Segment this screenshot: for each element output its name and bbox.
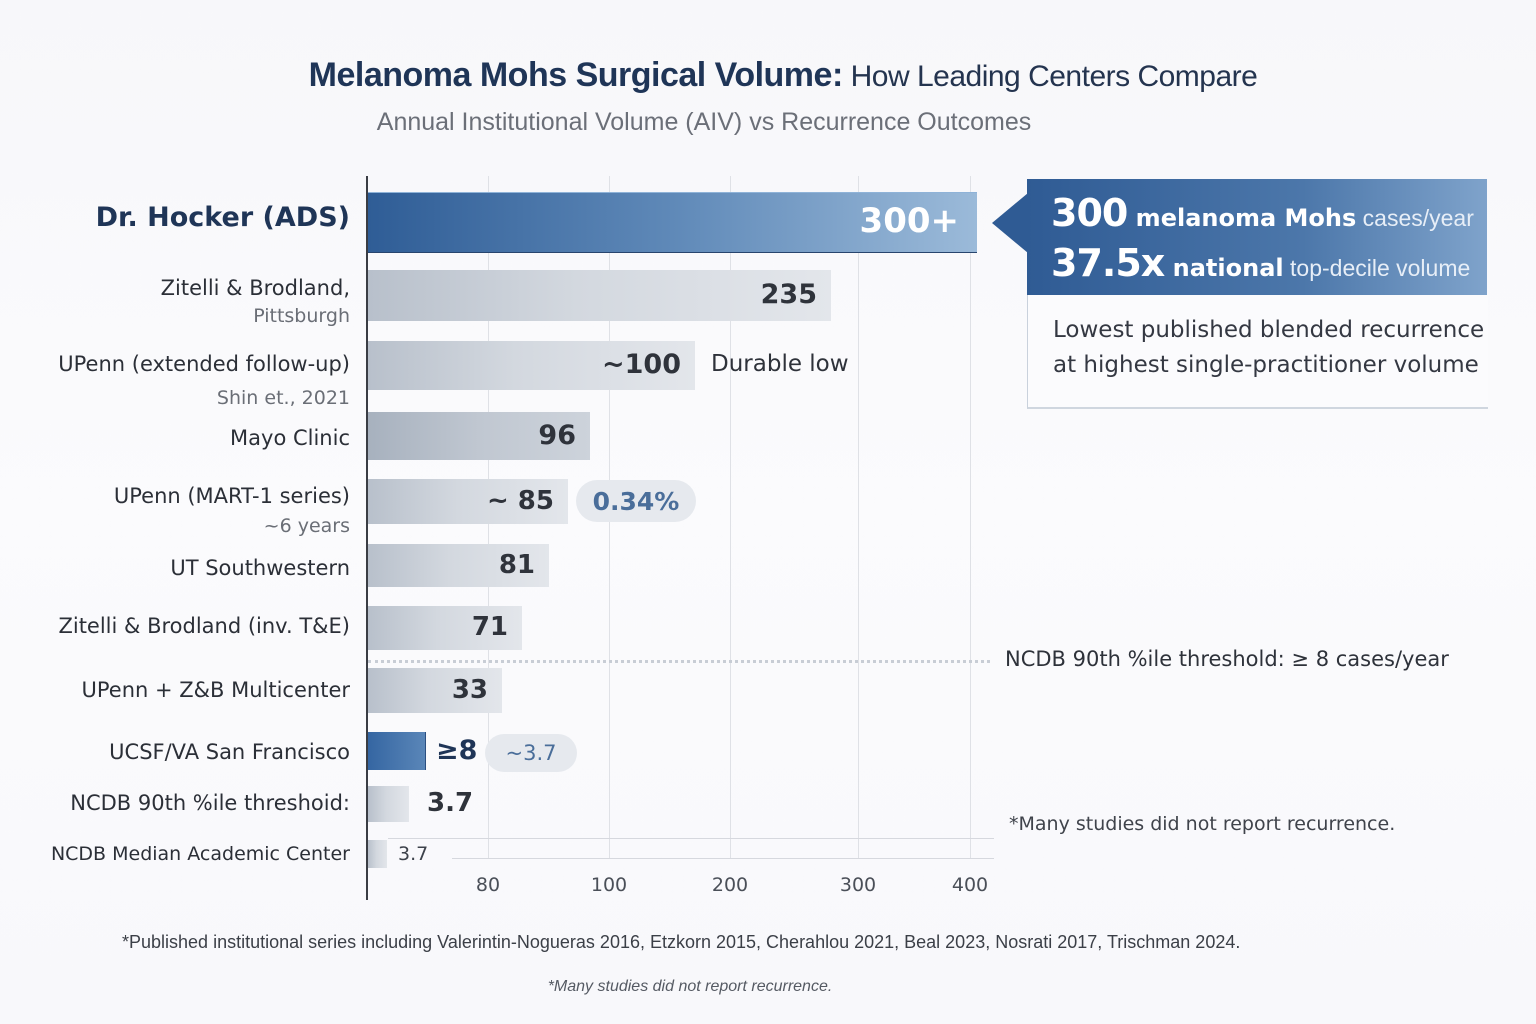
recurrence-badge: ~3.7: [485, 734, 577, 772]
threshold-reference-line: [368, 660, 990, 663]
category-label: UPenn (extended follow-up): [58, 352, 350, 376]
bar-value-label: 81: [498, 549, 535, 580]
side-note: *Many studies did not report recurrence.: [1009, 813, 1396, 835]
category-label: UT Southwestern: [170, 556, 350, 580]
bar-annotation: Durable low: [711, 351, 849, 377]
x-tick-label: 80: [475, 874, 501, 896]
bar: [368, 544, 549, 587]
bar-value-label: 96: [538, 419, 576, 451]
gridline: [858, 176, 859, 858]
bar: [368, 192, 977, 253]
category-label: NCDB Median Academic Center: [50, 843, 350, 865]
category-label: UPenn + Z&B Multicenter: [81, 678, 350, 702]
category-label: UPenn (MART-1 series): [113, 484, 350, 508]
callout-desc-line-1: Lowest published blended recurrence: [1053, 317, 1485, 343]
chart-subtitle: Annual Institutional Volume (AIV) vs Rec…: [376, 108, 1032, 136]
category-label: Dr. Hocker (ADS): [95, 202, 350, 233]
category-label: UCSF/VA San Francisco: [109, 740, 350, 764]
callout-cases-bold: melanoma Mohs: [1127, 204, 1357, 232]
category-label: NCDB 90th %ile threshoid:: [70, 791, 350, 815]
bar: [368, 270, 831, 321]
x-tick-label: 100: [590, 874, 628, 896]
chart-title-light: How Leading Centers Compare: [842, 60, 1258, 93]
bar-value-label: 300+: [859, 201, 959, 242]
callout-multiplier-light: top-decile volume: [1283, 255, 1471, 281]
category-label: Zitelli & Brodland,: [160, 276, 350, 300]
category-sublabel: Pittsburgh: [253, 305, 350, 327]
x-axis-line-upper: [388, 838, 994, 839]
callout-pointer: [992, 193, 1028, 253]
callout-highlight-box: 300 melanoma Mohs cases/year 37.5x natio…: [1027, 179, 1487, 295]
bar-value-label: ~100: [602, 349, 681, 381]
footnote-recurrence: *Many studies did not report recurrence.: [547, 978, 833, 995]
bar: [368, 341, 695, 390]
threshold-label: NCDB 90th %ile threshold: ≥ 8 cases/year: [1005, 647, 1449, 671]
callout-cases-light: cases/year: [1356, 205, 1474, 231]
callout-desc-line-2: at highest single-practitioner volume: [1053, 352, 1479, 378]
x-tick-label: 200: [711, 874, 749, 896]
callout-cases-number: 300: [1051, 191, 1128, 235]
bar-value-label: 235: [760, 279, 817, 311]
x-axis-line-lower: [452, 858, 994, 859]
recurrence-badge: 0.34%: [576, 480, 696, 522]
gridline: [970, 176, 971, 858]
bar: [368, 479, 568, 524]
bar-value-label: 33: [451, 674, 488, 705]
bar-value-label: 71: [471, 612, 508, 643]
bar: [368, 840, 387, 868]
callout-multiplier-number: 37.5x: [1051, 241, 1165, 285]
bar-value-label: 3.7: [427, 788, 474, 819]
gridline: [730, 176, 731, 858]
callout-line-1: 300 melanoma Mohs cases/year: [1051, 191, 1474, 235]
bar-value-label: ≥8: [436, 734, 478, 766]
x-tick-label: 300: [839, 874, 877, 896]
bar: [368, 668, 502, 713]
category-label: Zitelli & Brodland (inv. T&E): [58, 614, 350, 638]
category-sublabel: ~6 years: [263, 515, 350, 537]
category-label: Mayo Clinic: [230, 426, 350, 450]
bar: [368, 606, 522, 650]
callout-multiplier-bold: national: [1164, 254, 1284, 282]
bar: [368, 412, 590, 460]
chart-title: Melanoma Mohs Surgical Volume: How Leadi…: [0, 56, 1536, 95]
y-axis-line: [366, 176, 368, 900]
bar-value-label: ~ 85: [486, 485, 554, 516]
category-sublabel: Shin et., 2021: [216, 387, 350, 409]
x-tick-label: 400: [951, 874, 989, 896]
bar: [368, 786, 409, 822]
callout-line-2: 37.5x national top-decile volume: [1051, 241, 1470, 285]
chart-title-bold: Melanoma Mohs Surgical Volume:: [308, 56, 844, 94]
bar: [368, 732, 426, 770]
bar-value-label: 3.7: [398, 842, 429, 865]
footnote-sources: *Published institutional series includin…: [122, 932, 1241, 952]
callout-description-box: Lowest published blended recurrence at h…: [1027, 295, 1488, 409]
